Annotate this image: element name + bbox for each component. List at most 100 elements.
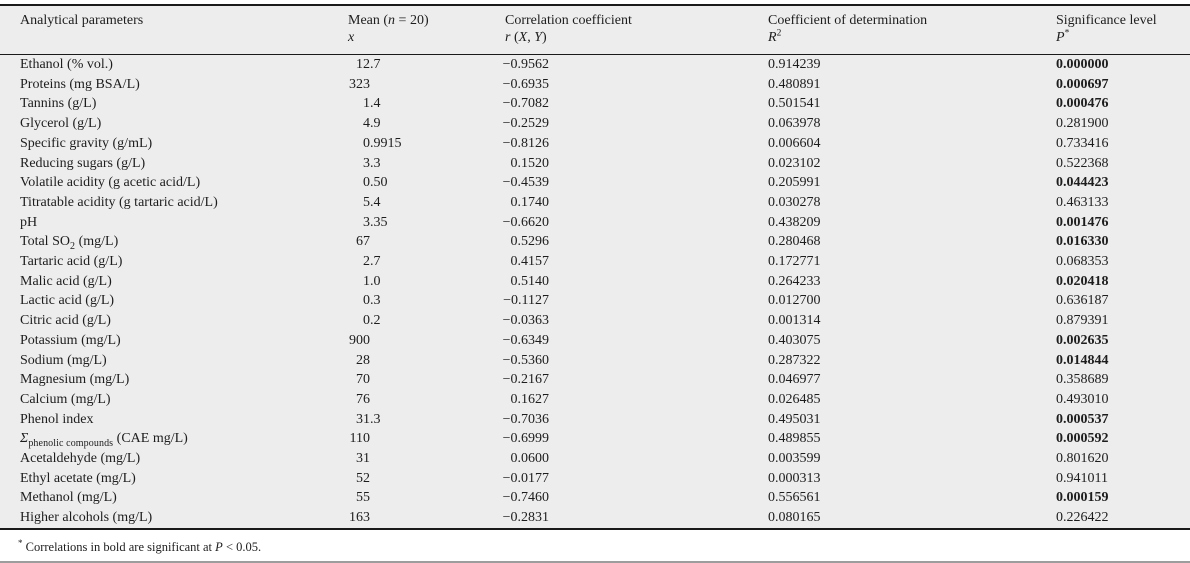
col-header-p: Significance level P*	[1045, 6, 1190, 55]
table-row: Acetaldehyde (mg/L) 31 0.0600 0.003599 0.801…	[0, 449, 1190, 469]
correlation-cell: −0.2831	[490, 508, 755, 528]
pvalue-cell: 0.636187	[1056, 293, 1109, 309]
param-cell: Specific gravity (g/mL)	[0, 134, 336, 154]
param-cell: Lactic acid (g/L)	[0, 291, 336, 311]
r2-cell: 0.264233	[768, 273, 821, 289]
pvalue-cell: 0.733416	[1056, 135, 1109, 151]
r2-cell: 0.026485	[768, 391, 821, 407]
mean-cell: 70	[336, 370, 490, 390]
col-header-line1: Correlation coefficient	[505, 12, 755, 29]
text-segment: P	[1056, 30, 1065, 45]
mean-int: 0	[363, 313, 370, 329]
text-segment: Significance level	[1056, 13, 1157, 28]
correlation-cell: 0.5140	[490, 272, 755, 292]
mean-int: 900	[349, 332, 370, 348]
table-row: Total SO2 (mg/L) 67 0.5296 0.280468 0.016330	[0, 232, 1190, 252]
pvalue-cell: 0.281900	[1056, 116, 1109, 132]
r2-cell: 0.001314	[768, 313, 821, 329]
r2-cell: 0.501541	[768, 96, 821, 112]
mean-cell: 2.7	[336, 252, 490, 272]
correlation-cell: −0.4539	[490, 173, 755, 193]
mean-cell: 323	[336, 75, 490, 95]
text-segment: Coefficient of determination	[768, 13, 928, 28]
pvalue-cell: 0.016330	[1056, 234, 1109, 250]
param-cell: Total SO2 (mg/L)	[0, 232, 336, 252]
superscript-text: 2	[776, 28, 782, 39]
correlation-cell: −0.5360	[490, 351, 755, 371]
param-cell: Ethyl acetate (mg/L)	[0, 469, 336, 489]
r2-cell: 0.480891	[768, 76, 821, 92]
r2-cell: 0.280468	[768, 234, 821, 250]
text-segment: (	[510, 30, 519, 45]
correlation-cell: −0.0363	[490, 311, 755, 331]
text-segment: Glycerol (g/L)	[20, 116, 102, 132]
table-footnote: * Correlations in bold are significant a…	[0, 538, 1190, 555]
mean-frac: .3	[370, 411, 381, 427]
r-value: −0.7082	[502, 96, 549, 112]
param-cell: Acetaldehyde (mg/L)	[0, 449, 336, 469]
pvalue-cell: 0.522368	[1056, 155, 1109, 171]
param-cell: Phenol index	[0, 410, 336, 430]
correlation-cell: −0.7036	[490, 410, 755, 430]
analytical-parameters-table: Analytical parameters Mean (n = 20) x Corre…	[0, 6, 1190, 528]
text-segment: Methanol (mg/L)	[20, 490, 117, 506]
table-row: Reducing sugars (g/L) 3.3 0.1520 0.023102 0.…	[0, 154, 1190, 174]
correlation-cell: −0.9562	[490, 55, 755, 75]
mean-cell: 4.9	[336, 114, 490, 134]
correlation-table-block: Analytical parameters Mean (n = 20) x Corre…	[0, 4, 1190, 530]
mean-frac: .2	[370, 313, 381, 329]
mean-cell: 67	[336, 232, 490, 252]
table-row: Potassium (mg/L) 900 −0.6349 0.403075 0.0026…	[0, 331, 1190, 351]
table-row: Magnesium (mg/L) 70 −0.2167 0.046977 0.35868…	[0, 370, 1190, 390]
col-header-r2: Coefficient of determination R2	[755, 6, 1045, 55]
mean-int: 70	[356, 372, 370, 388]
r-value: 0.5140	[510, 273, 550, 289]
mean-cell: 28	[336, 351, 490, 371]
mean-int: 0	[363, 293, 370, 309]
text-segment: Calcium (mg/L)	[20, 391, 111, 407]
param-cell: Volatile acidity (g acetic acid/L)	[0, 173, 336, 193]
mean-cell: 163	[336, 508, 490, 528]
correlation-cell: −0.2167	[490, 370, 755, 390]
param-cell: Σphenolic compounds (CAE mg/L)	[0, 429, 336, 449]
col-header-param: Analytical parameters	[0, 6, 336, 55]
correlation-cell: −0.1127	[490, 291, 755, 311]
table-row: Glycerol (g/L) 4.9 −0.2529 0.063978 0.281900	[0, 114, 1190, 134]
pvalue-cell: 0.463133	[1056, 194, 1109, 210]
mean-int: 0	[363, 135, 370, 151]
table-row: pH 3.35 −0.6620 0.438209 0.001476	[0, 213, 1190, 233]
pvalue-cell: 0.226422	[1056, 510, 1109, 526]
text-segment: = 20)	[395, 13, 429, 28]
r-value: 0.0600	[510, 451, 550, 467]
text-segment: R	[768, 30, 777, 45]
mean-frac: .50	[370, 175, 388, 191]
r-value: −0.2529	[502, 116, 549, 132]
param-cell: Higher alcohols (mg/L)	[0, 508, 336, 528]
r-value: −0.6999	[502, 431, 549, 447]
table-row: Sodium (mg/L) 28 −0.5360 0.287322 0.014844	[0, 351, 1190, 371]
col-header-line1: Analytical parameters	[20, 12, 336, 29]
text-segment: Mean (	[348, 13, 389, 28]
correlation-cell: −0.7460	[490, 488, 755, 508]
text-segment: Y	[534, 30, 542, 45]
mean-frac: .9915	[370, 135, 402, 151]
pvalue-cell: 0.879391	[1056, 313, 1109, 329]
mean-int: 52	[356, 470, 370, 486]
mean-frac: .35	[370, 214, 388, 230]
mean-int: 3	[363, 155, 370, 171]
r2-cell: 0.914239	[768, 57, 821, 72]
text-segment: Correlations in bold are significant at	[22, 539, 216, 554]
mean-cell: 0.50	[336, 173, 490, 193]
pvalue-cell: 0.801620	[1056, 451, 1109, 467]
param-cell: Calcium (mg/L)	[0, 390, 336, 410]
table-row: Higher alcohols (mg/L) 163 −0.2831 0.080165…	[0, 508, 1190, 528]
r2-cell: 0.495031	[768, 411, 821, 427]
mean-int: 3	[363, 214, 370, 230]
param-cell: pH	[0, 213, 336, 233]
correlation-cell: −0.6620	[490, 213, 755, 233]
subscript-text: 2	[69, 241, 76, 253]
table-row: Σphenolic compounds (CAE mg/L) 110 −0.6999…	[0, 429, 1190, 449]
mean-frac: .7	[370, 57, 381, 72]
r-value: 0.1520	[510, 155, 550, 171]
text-segment: Ethyl acetate (mg/L)	[20, 470, 136, 486]
